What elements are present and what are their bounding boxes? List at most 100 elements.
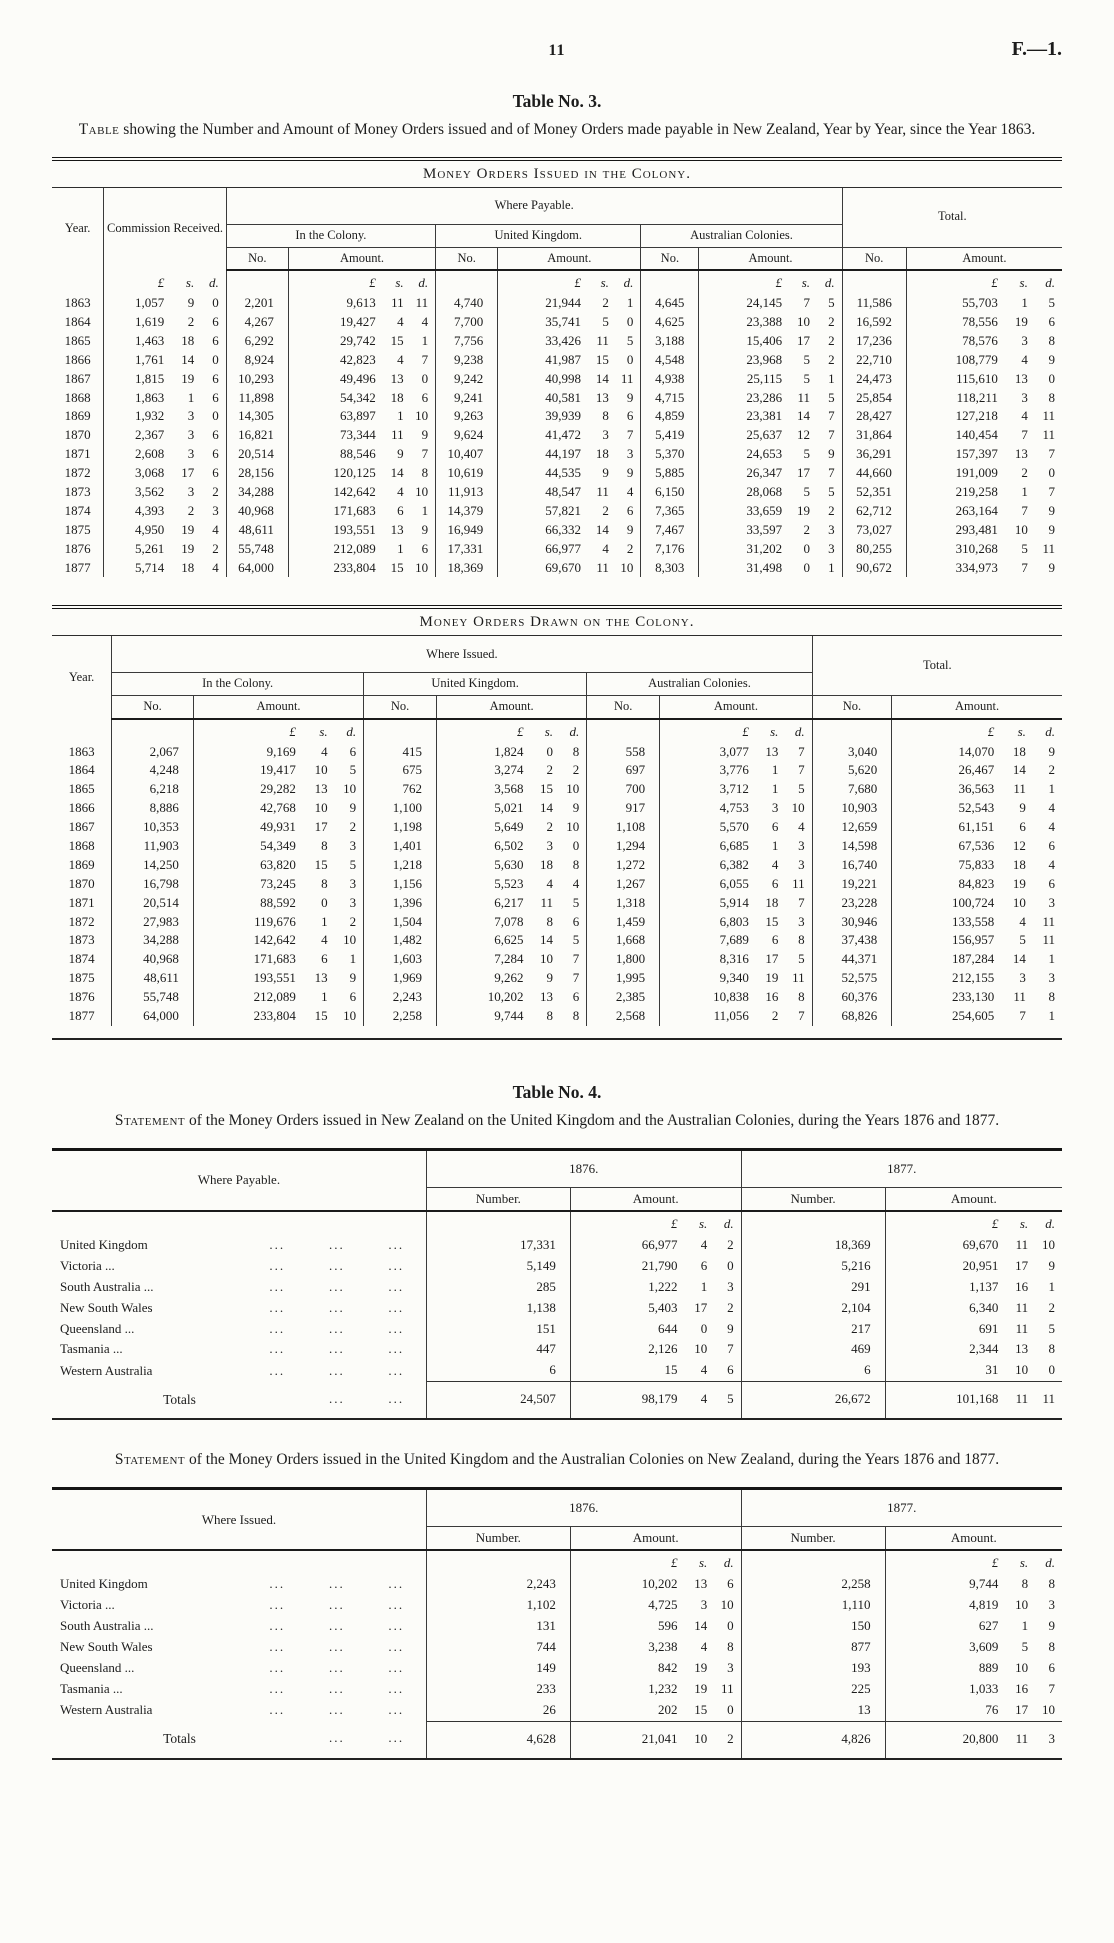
cell-no: 9,242 <box>435 369 498 389</box>
cell-pnd: 140,454 <box>905 426 1006 446</box>
drawn-section-title: Money Orders Drawn on the Colony. <box>52 609 1062 637</box>
cell-s: 15 <box>390 559 404 575</box>
cell-pnd: 1,033 <box>884 1678 1007 1700</box>
cell-lbl: Queensland ... <box>60 1320 135 1336</box>
cell-no: 90,672 <box>841 558 907 578</box>
cell-s: 1 <box>1021 1618 1029 1634</box>
cell-no: 5,419 <box>640 426 699 446</box>
cell-d: 3 <box>626 446 634 462</box>
cell-pnd: 9,340 <box>659 969 757 989</box>
cell-no: 151 <box>425 1318 571 1340</box>
table-row: Queensland ............ 151 644 0 9 217 691 11 5 <box>52 1318 1062 1340</box>
cell-dots: ... <box>269 1236 286 1252</box>
cell-s: 17 <box>1015 1701 1029 1717</box>
cell-d: 0 <box>727 1257 734 1273</box>
cell-yr: 1876 <box>68 989 95 1005</box>
cell-s: 17 <box>797 332 811 348</box>
cell-no: 16,949 <box>435 520 498 540</box>
cell-no: 6 <box>425 1360 571 1382</box>
cell-s: 19 <box>797 502 811 518</box>
cell-d: 1 <box>1048 951 1056 967</box>
cell-s: 8 <box>321 875 328 891</box>
cell-no: 2,067 <box>111 742 194 762</box>
cell-s: 4 <box>321 932 328 948</box>
cell-pnd: 171,683 <box>192 950 304 970</box>
cell-d: 4 <box>421 313 429 329</box>
table-row: South Australia ............ 285 1,222 1 3 29… <box>52 1276 1062 1298</box>
cell-s: 3 <box>546 838 554 854</box>
cell-s: 8 <box>602 408 609 424</box>
cell-no: 447 <box>425 1339 571 1361</box>
table-row: 1867 10,353 49,931 17 2 1,198 5,649 2 10 1,108 5,5… <box>52 818 1062 838</box>
cell-s: 15 <box>694 1701 708 1717</box>
cell-d: 6 <box>421 540 429 556</box>
cell-s: 2 <box>546 762 554 778</box>
cell-pnd: 6,055 <box>659 874 757 894</box>
cell-pnd: 66,332 <box>497 520 590 540</box>
cell-no: 4,715 <box>640 388 699 408</box>
cell-yr: 1871 <box>68 894 95 910</box>
cell-pnd: 67,536 <box>891 837 1003 856</box>
cell-blank <box>52 270 104 294</box>
cell-d: 9 <box>626 389 634 405</box>
dot-leader: ... <box>328 1391 345 1407</box>
cell-s: 0 <box>700 1320 708 1336</box>
cell-pnd: 41,472 <box>497 426 590 446</box>
cell-dots: ... <box>388 1701 405 1717</box>
cell-no: 1,969 <box>363 969 437 989</box>
table-row: 1876 5,261 19 2 55,748 212,089 1 6 17,331 66,977 4… <box>52 539 1062 559</box>
cell-blank <box>52 1550 426 1574</box>
cell-s: 10 <box>1012 894 1026 910</box>
cell-lbl: Queensland ... <box>60 1659 135 1675</box>
cell-d: 3 <box>727 1659 734 1675</box>
cell-no: 4,248 <box>111 761 194 781</box>
cell-pnd: 69,670 <box>884 1234 1007 1256</box>
table3-caption: Table showing the Number and Amount of M… <box>57 120 1057 141</box>
col-amount: Amount. <box>569 1526 742 1552</box>
cell-s: 6 <box>397 502 404 518</box>
table-row: 1874 4,393 2 3 40,968 171,683 6 1 14,379 57,821 2 6… <box>52 501 1062 521</box>
totals-row: Totals ... ... 4,628 21,041 10 2 4,826 2… <box>52 1720 1062 1759</box>
cell-pnd: 73,344 <box>287 426 384 446</box>
caption-lead: Statement <box>114 1451 186 1469</box>
cell-d: 9 <box>626 521 634 537</box>
cell-pnd: 57,821 <box>497 501 590 521</box>
cell-pnd: 88,592 <box>192 893 304 913</box>
cell-s: 7 <box>1019 1008 1026 1024</box>
cell-no: 131 <box>425 1616 571 1637</box>
shillings-label: s. <box>698 1555 708 1571</box>
cell-pnd: 263,164 <box>905 501 1006 521</box>
cell-d: 8 <box>421 465 429 481</box>
cell-s: 6 <box>1019 819 1026 835</box>
cell-s: 7 <box>803 295 811 311</box>
col-number: Number. <box>425 1187 571 1213</box>
cell-no: 6,292 <box>225 331 289 351</box>
cell-no: 20,514 <box>111 893 194 913</box>
cell-no: 2,243 <box>425 1574 571 1596</box>
cell-pnd: 3,238 <box>569 1637 686 1658</box>
cell-dots: ... <box>328 1680 345 1696</box>
cell-d: 0 <box>212 408 219 424</box>
cell-no: 193 <box>740 1657 886 1679</box>
cell-d: 6 <box>421 389 429 405</box>
cell-pnd: 187,284 <box>891 950 1003 970</box>
cell-dots: ... <box>269 1278 286 1294</box>
col-total: Total. <box>811 636 1062 697</box>
cell-yr: 1866 <box>64 351 91 367</box>
cell-blank <box>52 1211 426 1235</box>
cell-d: 6 <box>572 989 580 1005</box>
cell-no: 31,864 <box>841 426 907 446</box>
cell-d: 4 <box>212 559 219 575</box>
shillings-label: s. <box>395 275 404 291</box>
col-united-kingdom: United Kingdom. <box>435 224 641 248</box>
cell-dots: ... <box>388 1680 405 1696</box>
caption-text: of the Money Orders issued in the United… <box>185 1451 1000 1469</box>
cell-s: 10 <box>314 762 328 778</box>
cell-no: 10,903 <box>811 799 892 819</box>
cell-no: 28,427 <box>841 407 907 427</box>
cell-pnd: 142,642 <box>287 482 384 502</box>
cell-s: 5 <box>602 313 609 329</box>
cell-no: 64,000 <box>111 1007 194 1026</box>
table-row: 1877 64,000 233,804 15 10 2,258 9,744 8 8 2,568 11… <box>52 1007 1062 1026</box>
